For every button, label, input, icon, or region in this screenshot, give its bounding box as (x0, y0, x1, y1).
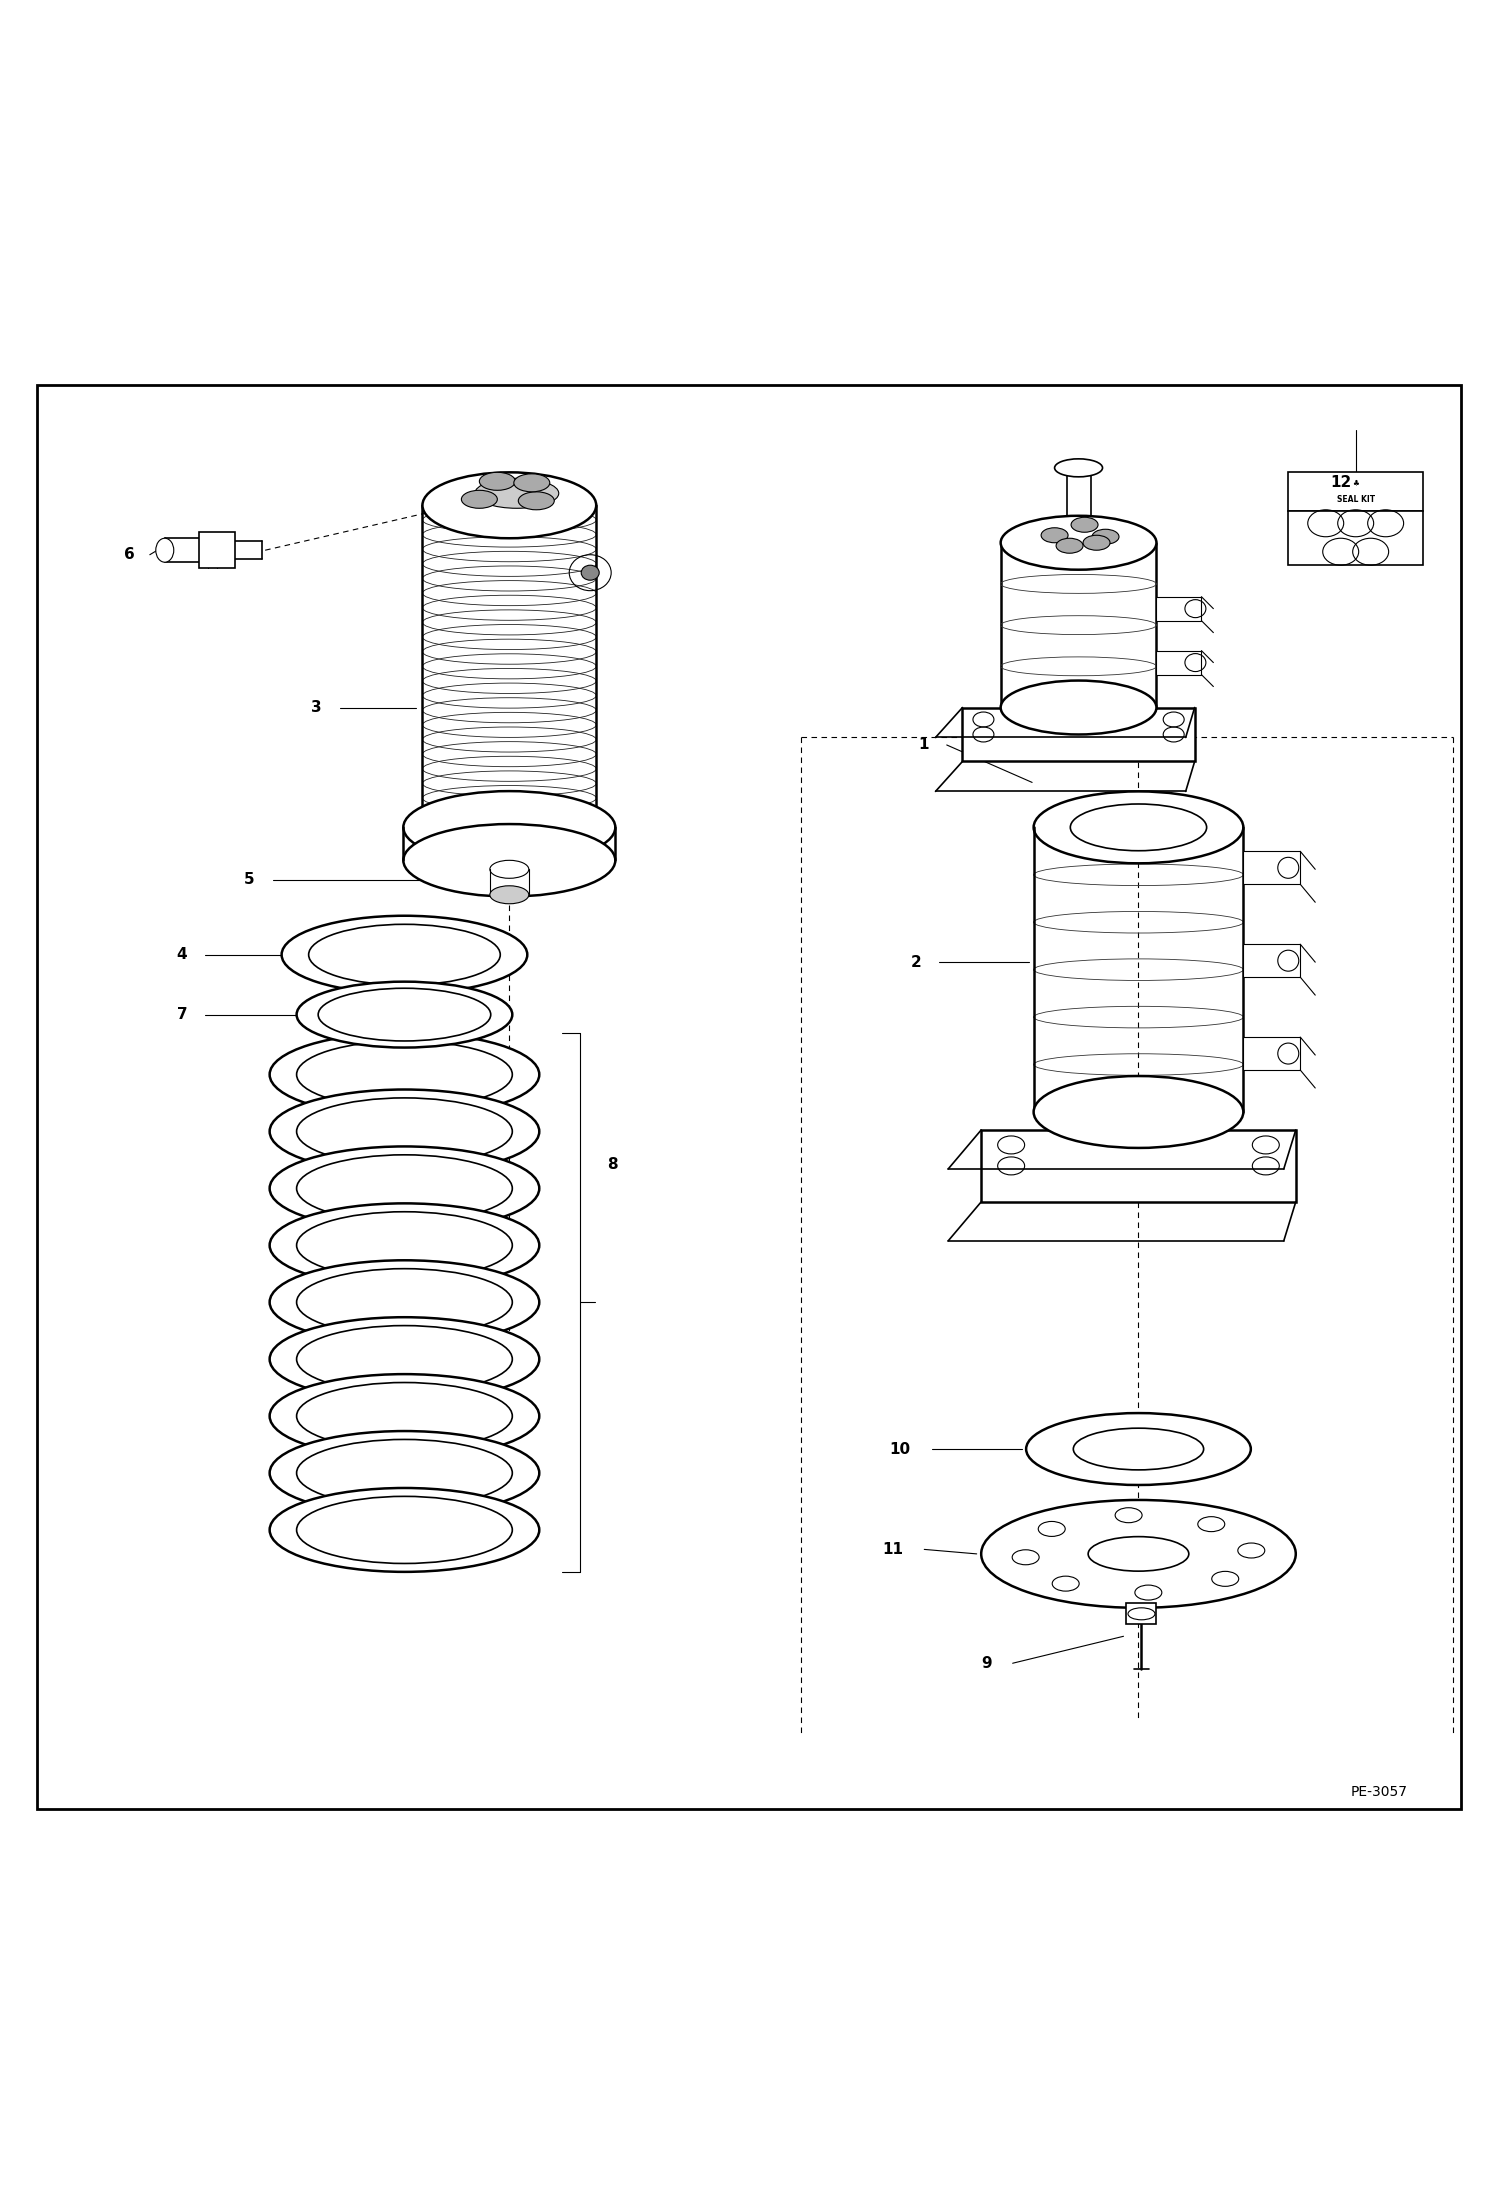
Ellipse shape (1026, 1413, 1251, 1485)
Ellipse shape (1041, 529, 1068, 542)
Ellipse shape (981, 1501, 1296, 1608)
Ellipse shape (403, 825, 616, 897)
Ellipse shape (581, 566, 599, 579)
Ellipse shape (1001, 680, 1156, 735)
Ellipse shape (422, 472, 596, 538)
Bar (1243, 1038, 1300, 1071)
Ellipse shape (1052, 1575, 1079, 1591)
Ellipse shape (1237, 1542, 1264, 1558)
Ellipse shape (1055, 459, 1103, 476)
Ellipse shape (422, 794, 596, 860)
Ellipse shape (1212, 1571, 1239, 1586)
Bar (1288, 511, 1423, 566)
Ellipse shape (270, 1033, 539, 1117)
Ellipse shape (297, 1040, 512, 1108)
Bar (199, 533, 235, 568)
Ellipse shape (297, 1268, 512, 1336)
Bar (962, 706, 1195, 761)
Ellipse shape (297, 1097, 512, 1165)
Text: ♣: ♣ (1353, 478, 1359, 487)
Ellipse shape (1092, 529, 1119, 544)
Text: 8: 8 (607, 1156, 617, 1172)
Ellipse shape (1198, 1516, 1225, 1531)
Ellipse shape (318, 987, 491, 1040)
Ellipse shape (297, 1325, 512, 1393)
Ellipse shape (297, 1439, 512, 1507)
Text: 5: 5 (244, 873, 255, 886)
Ellipse shape (461, 489, 497, 509)
Ellipse shape (1071, 518, 1098, 533)
Ellipse shape (1013, 1549, 1040, 1564)
Bar (981, 1130, 1296, 1202)
Ellipse shape (1135, 1584, 1162, 1599)
Ellipse shape (270, 1090, 539, 1174)
Text: PE-3057: PE-3057 (1351, 1786, 1408, 1799)
Ellipse shape (297, 1211, 512, 1279)
Ellipse shape (490, 860, 529, 878)
Ellipse shape (297, 1154, 512, 1222)
Ellipse shape (1001, 516, 1156, 570)
Ellipse shape (270, 1430, 539, 1514)
Ellipse shape (282, 915, 527, 994)
Bar (1243, 851, 1300, 884)
Bar (1243, 943, 1300, 976)
Ellipse shape (1034, 792, 1243, 862)
Ellipse shape (156, 538, 174, 562)
Bar (1156, 597, 1201, 621)
Text: 2: 2 (911, 954, 921, 970)
Ellipse shape (297, 981, 512, 1047)
Text: 12: 12 (1330, 476, 1351, 489)
Ellipse shape (403, 792, 616, 864)
Ellipse shape (1073, 1428, 1204, 1470)
Ellipse shape (1038, 1520, 1065, 1536)
Bar (1288, 472, 1423, 511)
Ellipse shape (514, 474, 550, 491)
Ellipse shape (1083, 535, 1110, 551)
Text: 11: 11 (882, 1542, 903, 1558)
Ellipse shape (297, 1382, 512, 1450)
Text: 10: 10 (890, 1441, 911, 1457)
Ellipse shape (518, 491, 554, 509)
Text: 6: 6 (124, 546, 135, 562)
Text: 7: 7 (177, 1007, 187, 1022)
Ellipse shape (270, 1147, 539, 1231)
Ellipse shape (270, 1488, 539, 1571)
Ellipse shape (270, 1316, 539, 1402)
Text: 9: 9 (981, 1656, 992, 1672)
Bar (1156, 652, 1201, 674)
Ellipse shape (309, 924, 500, 985)
Text: 4: 4 (177, 948, 187, 963)
Text: 3: 3 (312, 700, 322, 715)
Text: 1: 1 (918, 737, 929, 753)
Ellipse shape (1088, 1536, 1189, 1571)
Ellipse shape (1056, 538, 1083, 553)
Ellipse shape (479, 472, 515, 489)
Ellipse shape (1070, 803, 1207, 851)
Ellipse shape (1115, 1507, 1141, 1523)
Bar (1126, 1604, 1156, 1624)
Ellipse shape (490, 886, 529, 904)
Ellipse shape (475, 478, 559, 509)
Ellipse shape (270, 1373, 539, 1459)
Ellipse shape (270, 1202, 539, 1288)
Ellipse shape (297, 1496, 512, 1564)
Text: SEAL KIT: SEAL KIT (1336, 496, 1375, 505)
Ellipse shape (270, 1259, 539, 1345)
Ellipse shape (1034, 1075, 1243, 1147)
